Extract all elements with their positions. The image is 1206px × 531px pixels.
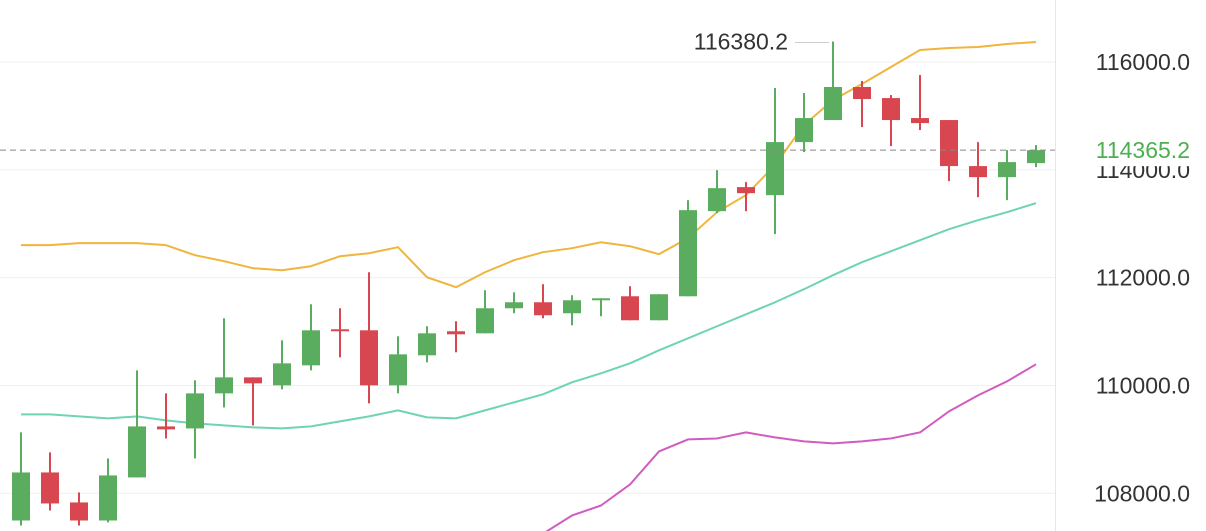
candle-body [998,162,1016,178]
candle-body [766,142,784,196]
candle-body [505,302,523,309]
candle-body [389,354,407,386]
band-line [545,363,1037,531]
candle-body [447,331,465,335]
candle-body [273,363,291,386]
candle-body [99,475,117,521]
band-line [21,40,1037,289]
candle-body [244,377,262,384]
grid [0,61,1055,494]
candle-body [128,426,146,478]
candle-body [1027,150,1045,164]
candle-body [650,294,668,321]
candle-body [215,377,233,394]
candle-body [969,166,987,178]
y-tick-label: 110000.0 [1096,373,1190,399]
candle-body [911,118,929,124]
candle-body [940,120,958,167]
candle-body [476,308,494,334]
candle-body [41,472,59,504]
band-line [21,202,1037,430]
candle-body [621,296,639,321]
candle-body [12,472,30,521]
candle-body [737,187,755,194]
plot-area [12,40,1045,531]
candle-body [882,98,900,121]
candle-body [563,300,581,314]
last-price-bg [1060,134,1206,167]
candle-body [418,333,436,356]
y-tick-label: 116000.0 [1096,49,1190,75]
candle-body [853,87,871,100]
candle-body [534,302,552,316]
candle-body [302,330,320,366]
y-tick-label: 112000.0 [1096,265,1190,291]
candle-body [679,210,697,297]
candle-body [186,393,204,429]
candle-body [157,426,175,430]
candle-body [824,87,842,121]
candle-body [795,118,813,143]
candle-body [70,502,88,521]
max-price-label: 116380.2 [694,29,788,55]
candle-body [708,188,726,212]
candle-body [360,330,378,386]
last-price-label: 114365.2 [1096,137,1190,163]
candle-body [592,298,610,301]
candle-body [331,329,349,332]
y-tick-label: 108000.0 [1094,480,1190,506]
